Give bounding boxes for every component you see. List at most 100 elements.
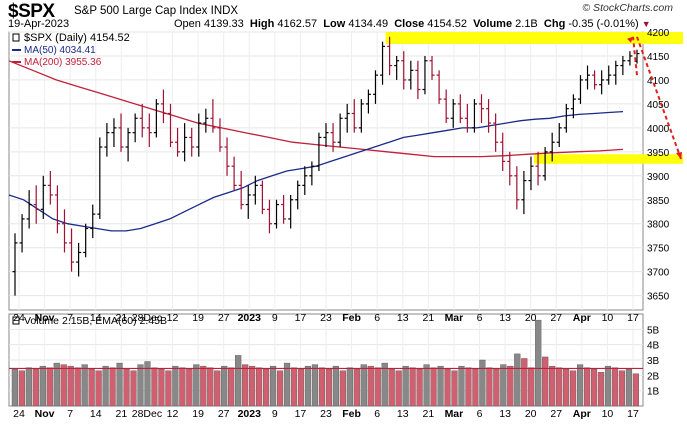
volume-x-tick-label: 19 (192, 408, 204, 420)
volume-bar (444, 369, 451, 407)
price-x-tick-label: 23 (320, 312, 332, 324)
price-x-tick-label: 27 (218, 312, 230, 324)
price-x-tick-label: 6 (477, 312, 483, 324)
volume-bar (283, 362, 291, 407)
price-x-tick-label: 2023 (238, 312, 262, 324)
volume-bar (570, 370, 577, 407)
volume-bar (249, 365, 256, 407)
volume-bar (172, 365, 179, 407)
volume-bar (290, 367, 298, 407)
price-tick-label: 3650 (647, 292, 670, 303)
volume-x-tick-label: 12 (167, 408, 179, 420)
volume-bar (528, 367, 535, 407)
high-label: High (249, 18, 275, 30)
volume-x-tick-label: 21 (422, 408, 434, 420)
volume-bar (332, 365, 339, 407)
volume-bar (381, 362, 388, 407)
price-x-tick-label: 14 (90, 312, 102, 324)
volume-x-tick-label: 7 (67, 408, 73, 420)
volume-bar (409, 367, 416, 407)
volume-bar (388, 369, 395, 407)
volume-bar (311, 364, 319, 407)
volume-bar (556, 367, 563, 407)
volume-bar (186, 369, 193, 407)
volume-legend-swatch (12, 316, 20, 325)
price-x-tick-label: Feb (342, 312, 361, 324)
volume-bar (325, 369, 332, 407)
volume-bar (304, 365, 312, 407)
brand-watermark: © StockCharts.com (582, 2, 673, 14)
volume-bar (179, 367, 186, 407)
quote-date: 19-Apr-2023 (8, 18, 70, 30)
price-tick-label: 3750 (647, 244, 670, 255)
volume-bar (632, 373, 639, 407)
price-tick-label: 3950 (647, 148, 670, 159)
price-x-tick-label: 28Dec (132, 312, 162, 324)
volume-x-tick-label: 13 (397, 408, 409, 420)
volume-bar (402, 365, 409, 407)
volume-bar (25, 367, 32, 407)
volume-bar (137, 364, 144, 407)
price-tick-label: 3850 (647, 196, 670, 207)
ma200-line (8, 60, 624, 158)
volume-bar (604, 365, 612, 407)
exchange-label: INDX (210, 5, 239, 17)
price-tick-label: 4000 (647, 124, 670, 135)
volume-bar (430, 367, 437, 407)
volume-bar (95, 370, 102, 407)
volume-bar (395, 370, 402, 407)
price-tick-label: 4150 (647, 52, 670, 63)
open-value: 4139.33 (203, 18, 244, 30)
index-name: S&P 500 Large Cap Index INDX (74, 5, 238, 17)
volume-bar (256, 367, 263, 407)
price-x-tick-label: 13 (499, 312, 511, 324)
volume-tick-label: 3B (647, 356, 660, 367)
volume-x-tick-label: Feb (342, 408, 361, 420)
price-x-tick-label: 7 (67, 312, 73, 324)
volume-bar (32, 369, 39, 407)
close-label: Close (394, 18, 425, 30)
volume-bar (151, 367, 158, 407)
volume-label: Volume (473, 18, 513, 30)
volume-bar (611, 367, 619, 407)
volume-bar (465, 367, 472, 407)
price-x-tick-label: 21 (422, 312, 434, 324)
volume-x-tick-label: 6 (477, 408, 483, 420)
volume-x-tick-label: Mar (445, 408, 464, 420)
volume-bar (542, 356, 549, 407)
price-tick-label: 4050 (647, 100, 670, 111)
volume-tick-label: 1B (647, 387, 660, 398)
volume-bar (577, 364, 584, 407)
arrowhead-down-icon (676, 152, 682, 160)
volume-bar (423, 364, 430, 407)
close-value: 4154.52 (427, 18, 468, 30)
volume-bar (507, 365, 514, 407)
volume-bar (221, 365, 228, 407)
volume-bar (367, 365, 374, 407)
support-zone (534, 154, 683, 164)
volume-bar (590, 369, 598, 407)
volume-bar (102, 365, 109, 407)
volume-legend-label: Volume 2.15B, EMA(60) 2.45B (24, 315, 167, 327)
volume-x-tick-label: Nov (35, 408, 55, 420)
volume-bar (458, 365, 465, 407)
volume-value: 2.1B (515, 18, 538, 30)
price-x-tick-label: Mar (445, 312, 464, 324)
volume-tick-label: 5B (647, 325, 660, 336)
volume-bar (493, 369, 500, 407)
volume-bar (472, 369, 479, 407)
volume-bar (360, 364, 367, 407)
price-legend-label: MA(200) 3955.36 (24, 57, 102, 68)
volume-bar (339, 370, 346, 407)
price-x-tick-label: 10 (602, 312, 614, 324)
volume-bar (130, 370, 137, 407)
volume-x-tick-label: 9 (272, 408, 278, 420)
volume-bar (60, 364, 67, 407)
volume-bar (549, 365, 556, 407)
price-x-tick-label: 12 (167, 312, 179, 324)
volume-bar (451, 370, 458, 407)
price-x-tick-label: Nov (35, 312, 55, 324)
volume-bar (269, 365, 277, 407)
price-x-tick-label: 19 (192, 312, 204, 324)
